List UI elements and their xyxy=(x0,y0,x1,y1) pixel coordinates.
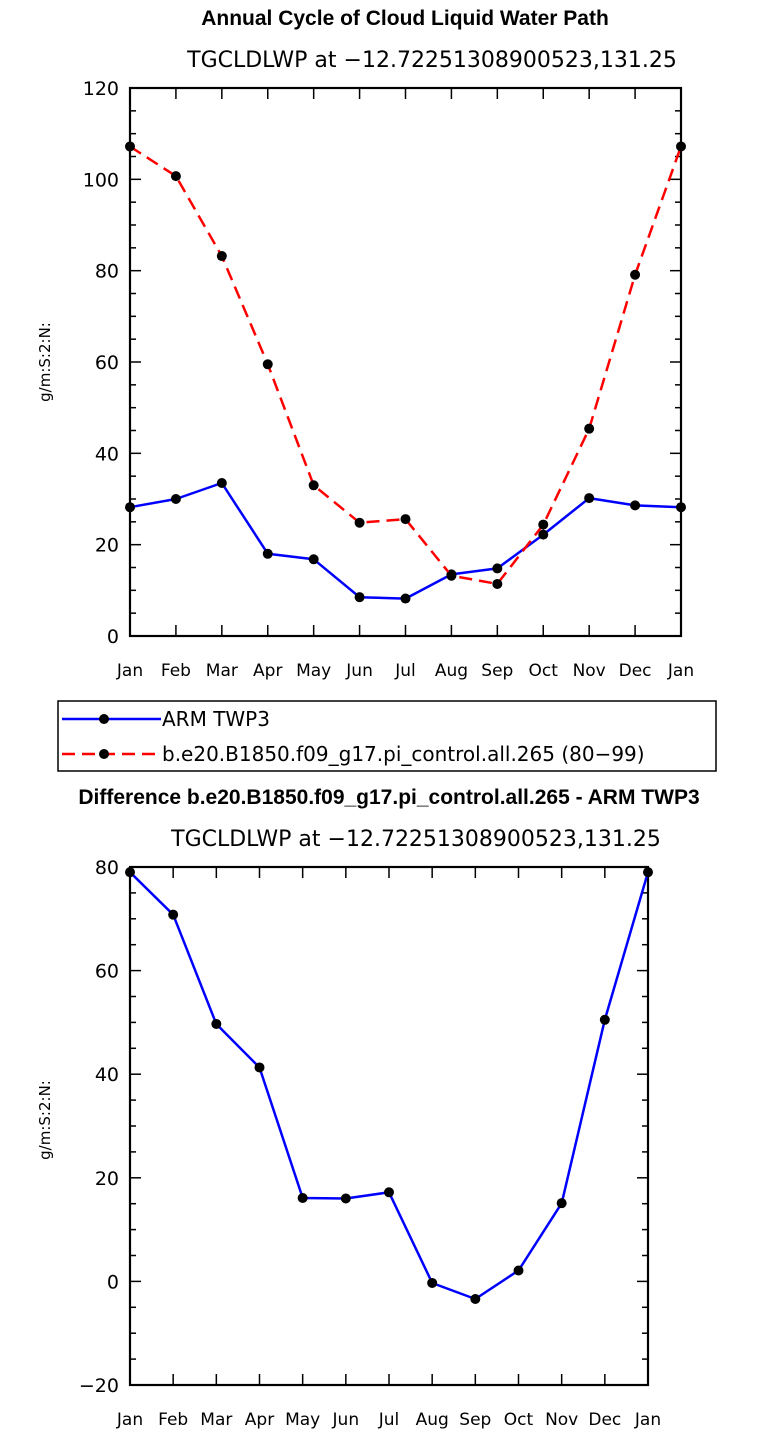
data-point xyxy=(446,570,457,581)
x-tick-label: Dec xyxy=(619,661,652,681)
data-point xyxy=(125,141,135,152)
data-point xyxy=(492,578,503,589)
data-point xyxy=(216,478,227,489)
data-point xyxy=(297,1193,308,1204)
data-point xyxy=(384,1187,394,1198)
y-tick-label: 120 xyxy=(83,78,119,100)
data-point xyxy=(308,480,319,491)
x-tick-label: Mar xyxy=(206,661,238,681)
y-tick-label: 40 xyxy=(95,443,119,465)
x-tick-label: Oct xyxy=(529,661,559,681)
chart1-ylabel: g/m:S:2:N: xyxy=(36,322,54,402)
chart2-plot: −20 0 20 40 60 80 Jan Feb Mar Apr May Jun Jul Aug Sep O… xyxy=(79,857,661,1430)
data-point xyxy=(262,359,273,370)
data-point xyxy=(400,593,411,604)
x-tick-label: Oct xyxy=(504,1410,534,1430)
x-tick-label: Nov xyxy=(573,661,606,681)
x-tick-label: Aug xyxy=(435,661,468,681)
legend-marker-arm xyxy=(99,714,109,724)
data-point xyxy=(340,1193,351,1204)
data-point xyxy=(584,493,595,504)
x-tick-label: Jun xyxy=(345,661,373,681)
x-tick-label: Aug xyxy=(416,1410,449,1430)
x-tick-label: Jul xyxy=(394,661,416,681)
chart2-ylabel: g/m:S:2:N: xyxy=(36,1080,54,1160)
x-tick-label: Nov xyxy=(545,1410,578,1430)
y-tick-label: 20 xyxy=(95,535,119,557)
x-tick-label: Jan xyxy=(667,661,694,681)
y-tick-label: 40 xyxy=(95,1064,119,1086)
chart1-title: Annual Cycle of Cloud Liquid Water Path xyxy=(201,7,609,30)
data-point xyxy=(584,423,595,434)
legend-marker-model xyxy=(99,749,109,759)
data-point xyxy=(538,529,549,540)
y-tick-label: 80 xyxy=(95,857,119,879)
y-tick-label: 0 xyxy=(107,1271,119,1293)
data-point xyxy=(308,554,319,565)
x-tick-label: Sep xyxy=(459,1410,491,1430)
data-point xyxy=(216,251,227,262)
data-point xyxy=(211,1018,222,1029)
x-tick-label: Apr xyxy=(253,661,282,681)
data-point xyxy=(427,1277,438,1288)
data-point xyxy=(492,563,503,574)
data-point xyxy=(170,171,181,182)
data-point xyxy=(630,500,641,511)
data-point xyxy=(125,867,135,878)
data-point xyxy=(676,502,686,513)
x-tick-label: Feb xyxy=(161,661,191,681)
x-tick-label: Mar xyxy=(200,1410,232,1430)
x-tick-label: Sep xyxy=(481,661,513,681)
data-point xyxy=(262,548,273,559)
x-tick-label: Dec xyxy=(588,1410,621,1430)
data-point xyxy=(630,269,641,280)
data-point xyxy=(354,517,365,528)
y-tick-label: 20 xyxy=(95,1168,119,1190)
plot-frame xyxy=(128,865,650,1387)
data-point xyxy=(643,867,653,878)
chart1-plot: 0 20 40 60 80 100 120 Jan Feb Mar Apr May Jun Jul Aug S… xyxy=(83,78,694,681)
x-tick-label: Jun xyxy=(332,1410,360,1430)
chart1-legend: ARM TWP3 b.e20.B1850.f09_g17.pi_control.… xyxy=(57,700,717,772)
chart2-subtitle: TGCLDLWP at −12.72251308900523,131.25 xyxy=(170,827,661,852)
data-point xyxy=(400,514,411,525)
data-point xyxy=(125,502,135,513)
x-tick-label: May xyxy=(285,1410,320,1430)
y-tick-label: −20 xyxy=(79,1375,119,1397)
data-point xyxy=(599,1014,610,1025)
legend-box xyxy=(57,700,717,772)
chart2-title: Difference b.e20.B1850.f09_g17.pi_contro… xyxy=(78,786,699,809)
x-tick-label: Apr xyxy=(245,1410,274,1430)
data-point xyxy=(556,1198,567,1209)
data-point xyxy=(354,592,365,603)
y-tick-label: 60 xyxy=(95,961,119,983)
x-tick-label: Jan xyxy=(634,1410,661,1430)
data-point xyxy=(254,1062,265,1073)
data-point xyxy=(168,909,179,920)
data-point xyxy=(676,141,686,152)
x-tick-label: Jan xyxy=(116,1410,143,1430)
plot-frame xyxy=(128,86,683,638)
y-tick-label: 100 xyxy=(83,169,119,191)
y-tick-label: 0 xyxy=(107,626,119,648)
data-point xyxy=(513,1265,524,1276)
x-tick-label: May xyxy=(296,661,331,681)
series-line-0 xyxy=(129,481,682,600)
legend-label-model: b.e20.B1850.f09_g17.pi_control.all.265 (… xyxy=(162,742,645,766)
data-point xyxy=(170,494,181,504)
x-tick-label: Jul xyxy=(378,1410,400,1430)
y-tick-label: 80 xyxy=(95,261,119,283)
chart1-subtitle: TGCLDLWP at −12.72251308900523,131.25 xyxy=(186,48,677,73)
x-tick-label: Feb xyxy=(158,1410,188,1430)
legend-label-arm: ARM TWP3 xyxy=(162,707,270,731)
data-point xyxy=(470,1294,481,1305)
data-point xyxy=(538,519,549,530)
y-tick-label: 60 xyxy=(95,352,119,374)
series-line-0 xyxy=(129,871,650,1301)
x-tick-label: Jan xyxy=(116,661,143,681)
